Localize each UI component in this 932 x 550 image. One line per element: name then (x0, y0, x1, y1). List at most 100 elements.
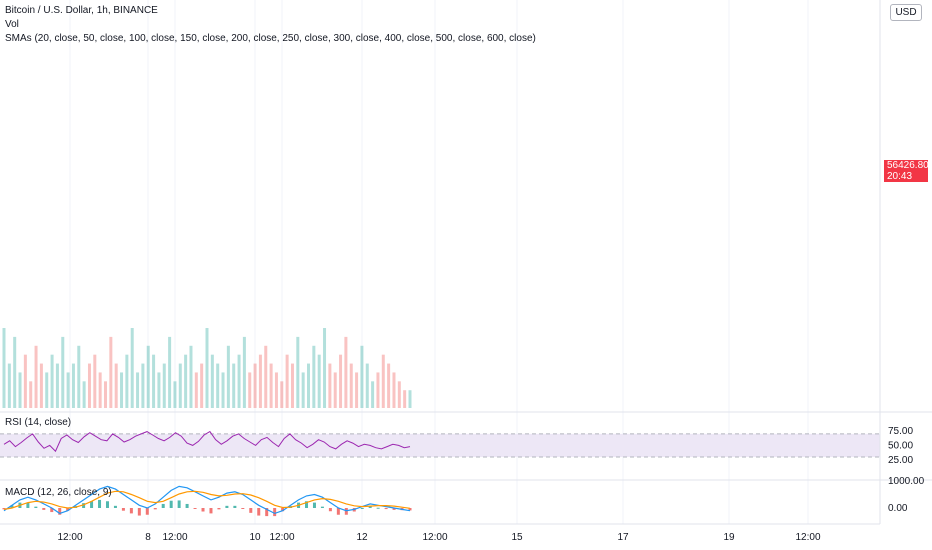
volume-bar (301, 372, 305, 408)
volume-bar (248, 372, 252, 408)
volume-bar (237, 354, 241, 408)
macd-histogram-bar (217, 508, 221, 510)
macd-histogram-bar (368, 505, 372, 508)
volume-bar (50, 354, 54, 408)
macd-histogram-bar (161, 503, 165, 508)
rsi-tick-label: 50.00 (888, 440, 913, 451)
volume-bar (264, 345, 268, 408)
time-tick-label: 15 (511, 532, 523, 543)
volume-bar (216, 363, 220, 408)
volume-bar (13, 336, 17, 408)
volume-bar (168, 336, 172, 408)
volume-bar (45, 372, 49, 408)
volume-bar (258, 354, 262, 408)
volume-bar (365, 363, 369, 408)
macd-histogram-bar (121, 508, 125, 511)
volume-bar (333, 372, 337, 408)
rsi-pane: 25.00 50.00 75.00 (0, 411, 932, 466)
macd-histogram-bar (105, 501, 109, 508)
macd-histogram-bar (193, 508, 197, 509)
macd-histogram-bar (26, 502, 30, 508)
volume-bar (7, 363, 11, 408)
macd-histogram-bar (185, 503, 189, 508)
rsi-line (3, 430, 411, 453)
volume-bar (403, 390, 407, 408)
volume-bar (146, 345, 150, 408)
price-axis[interactable]: 40000.0042000.0044000.0046000.0048000.00… (879, 0, 928, 524)
macd-histogram-bar (42, 508, 46, 510)
volume-bar (242, 336, 246, 408)
time-tick-label: 10 (249, 532, 261, 543)
macd-histogram-bar (34, 506, 38, 508)
volume-bar (2, 328, 6, 408)
volume-bar (296, 336, 300, 408)
macd-histogram-bar (360, 508, 364, 509)
macd-histogram-bar (153, 508, 157, 510)
macd-pane: 0.00 1000.00 (0, 476, 932, 517)
volume-bar (360, 345, 364, 408)
volume-bar (29, 381, 33, 408)
volume-bar (312, 345, 316, 408)
rsi-band (0, 433, 880, 457)
macd-histogram-bar (273, 508, 277, 517)
macd-label[interactable]: MACD (12, 26, close, 9) (5, 487, 112, 498)
volume-bar (355, 372, 359, 408)
volume-bar (210, 354, 214, 408)
volume-bar (141, 363, 145, 408)
volume-bar (173, 381, 177, 408)
volume-bar (87, 363, 91, 408)
macd-histogram-bar (137, 508, 141, 516)
volume-bar (392, 372, 396, 408)
volume-bar (98, 372, 102, 408)
volume-bar (157, 372, 161, 408)
volume-bar (23, 354, 27, 408)
macd-histogram-bar (305, 501, 309, 508)
macd-histogram-bar (281, 508, 285, 512)
volume-bar (162, 363, 166, 408)
volume-bar (136, 372, 140, 408)
volume-bar (371, 381, 375, 408)
time-tick-label: 12:00 (422, 532, 447, 543)
symbol-title[interactable]: Bitcoin / U.S. Dollar, 1h, BINANCE (5, 5, 158, 16)
last-price-value: 56426.80 (887, 160, 929, 171)
macd-histogram-bar (233, 505, 237, 508)
macd-histogram-bar (209, 508, 213, 514)
macd-histogram-bar (320, 506, 324, 508)
macd-histogram-bar (82, 503, 86, 508)
volume-bar (104, 381, 107, 408)
volume-bar (55, 363, 59, 408)
time-tick-label: 12:00 (795, 532, 820, 543)
macd-histogram-bar (328, 508, 332, 512)
volume-bar (61, 336, 65, 408)
macd-histogram-bar (90, 501, 94, 508)
volume-bar (290, 363, 294, 408)
volume-label[interactable]: Vol (5, 19, 19, 30)
macd-histogram-bar (344, 508, 348, 515)
currency-badge[interactable]: USD (890, 4, 922, 21)
volume-bar (280, 381, 284, 408)
volume-bar (221, 372, 225, 408)
volume-bar (120, 372, 124, 408)
sma-label[interactable]: SMAs (20, close, 50, close, 100, close, … (5, 33, 536, 44)
volume-bar (66, 372, 70, 408)
time-tick-label: 8 (145, 532, 151, 543)
macd-histogram-bar (50, 508, 54, 513)
volume-bars (2, 328, 412, 408)
volume-bar (77, 345, 81, 408)
volume-bar (344, 336, 348, 408)
macd-histogram-bar (225, 505, 229, 508)
volume-bar (274, 372, 278, 408)
macd-histogram-bar (408, 508, 412, 511)
macd-histogram-bar (10, 505, 14, 508)
rsi-label[interactable]: RSI (14, close) (5, 417, 72, 428)
time-axis[interactable]: 12:00 8 12:00 10 12:00 12 12:00 15 17 19 12:00 (0, 523, 880, 543)
time-tick-label: 12:00 (162, 532, 187, 543)
macd-histogram-bar (241, 508, 245, 509)
rsi-tick-label: 25.00 (888, 455, 913, 466)
volume-bar (205, 328, 209, 408)
volume-bar (253, 363, 257, 408)
macd-histogram-bar (129, 508, 133, 514)
volume-bar (34, 345, 38, 408)
volume-bar (130, 328, 134, 408)
